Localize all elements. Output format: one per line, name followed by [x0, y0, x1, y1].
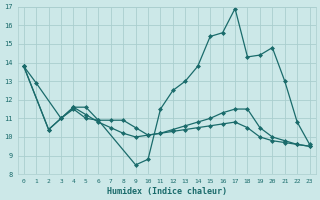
- X-axis label: Humidex (Indice chaleur): Humidex (Indice chaleur): [107, 187, 227, 196]
